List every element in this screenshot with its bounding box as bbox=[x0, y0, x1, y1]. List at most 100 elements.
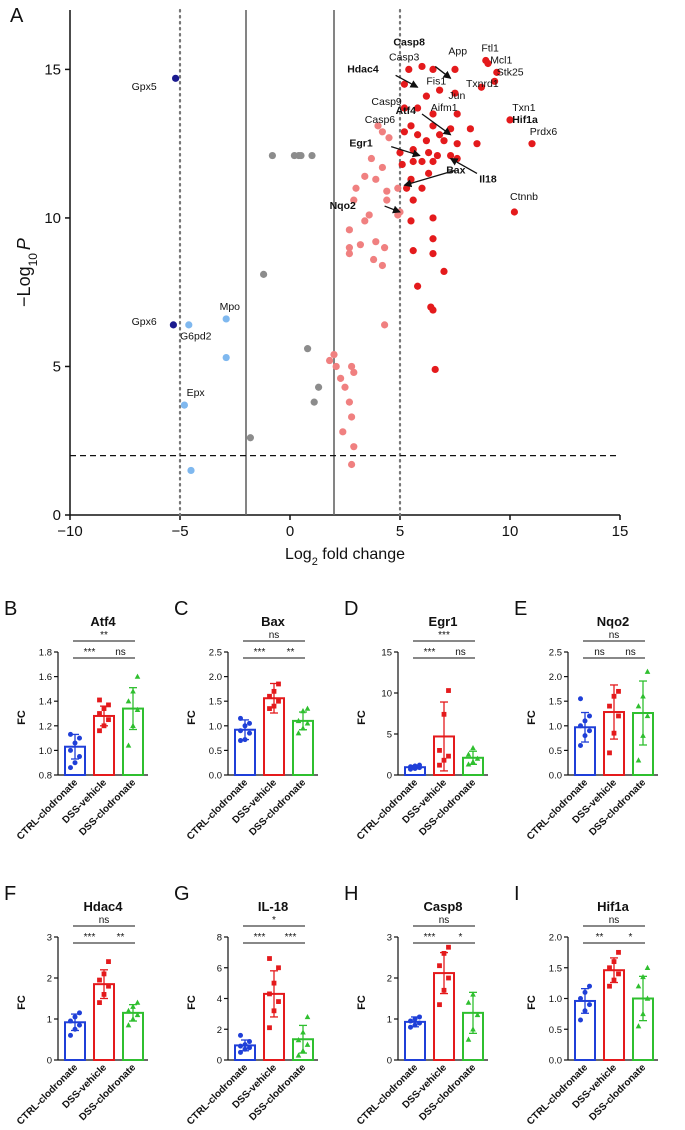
significance-label: ns bbox=[455, 647, 466, 658]
data-point-red bbox=[407, 122, 415, 130]
data-point bbox=[611, 693, 617, 699]
data-point-navy bbox=[172, 74, 180, 82]
data-point-red bbox=[510, 208, 518, 216]
data-point bbox=[238, 738, 243, 744]
data-point bbox=[616, 949, 621, 955]
data-point-pink bbox=[394, 211, 402, 219]
significance-label: ns bbox=[609, 915, 620, 926]
data-point bbox=[77, 1010, 82, 1016]
data-point bbox=[611, 730, 617, 736]
data-point-lightblue bbox=[180, 401, 188, 409]
data-point bbox=[97, 977, 102, 983]
data-point-pink bbox=[350, 368, 358, 377]
data-point bbox=[465, 1036, 472, 1042]
data-point-red bbox=[407, 217, 415, 225]
gene-label: Casp6 bbox=[365, 114, 396, 126]
data-point-pink bbox=[381, 321, 389, 329]
significance-label: *** bbox=[254, 647, 266, 658]
y-axis-title-subscript: 10 bbox=[26, 253, 40, 267]
data-point bbox=[130, 688, 136, 694]
data-point-grey bbox=[246, 434, 254, 442]
panel-letter: C bbox=[174, 598, 188, 620]
data-point bbox=[408, 764, 413, 770]
significance-label: ns bbox=[99, 915, 110, 926]
data-point-red bbox=[506, 116, 514, 124]
x-tick-label: −5 bbox=[171, 523, 188, 540]
data-point bbox=[437, 1002, 442, 1008]
data-point-red bbox=[477, 83, 485, 91]
data-point-pink bbox=[330, 350, 338, 359]
data-point bbox=[441, 987, 447, 993]
gene-label: Mpo bbox=[220, 301, 241, 313]
data-point bbox=[441, 711, 447, 717]
data-point bbox=[267, 693, 272, 699]
data-point bbox=[295, 730, 302, 736]
panel-title: Nqo2 bbox=[597, 614, 630, 629]
panel-letter: H bbox=[344, 883, 358, 905]
data-point bbox=[247, 730, 252, 736]
panel-letter: F bbox=[4, 883, 16, 905]
data-point-pink bbox=[381, 244, 389, 252]
y-axis-title: FC bbox=[356, 995, 368, 1010]
data-point bbox=[607, 750, 612, 756]
data-point-grey bbox=[310, 398, 318, 406]
data-point-pink bbox=[337, 374, 345, 382]
data-point bbox=[441, 757, 447, 763]
data-point-red bbox=[414, 131, 422, 139]
significance-label: * bbox=[629, 932, 633, 943]
data-point-pink bbox=[341, 383, 349, 391]
data-point-pink bbox=[332, 362, 340, 371]
data-point bbox=[238, 1043, 243, 1049]
data-point-pink bbox=[383, 187, 391, 195]
y-axis-title: FC bbox=[186, 995, 198, 1010]
y-axis-title: FC bbox=[186, 710, 198, 725]
data-point bbox=[130, 722, 136, 728]
bar-panel-f: FHdac4FC0123CTRL-clodronateDSS-vehicleDS… bbox=[4, 883, 148, 1127]
y-tick-label: 10 bbox=[44, 210, 61, 227]
data-point-red bbox=[453, 110, 461, 118]
data-point bbox=[446, 688, 451, 693]
x-axis-title-part: Log bbox=[285, 546, 312, 563]
gene-label: Il18 bbox=[479, 173, 497, 185]
y-tick-label: 0 bbox=[217, 1056, 222, 1067]
data-point-red bbox=[414, 282, 422, 290]
data-point bbox=[130, 1003, 136, 1009]
data-point-pink bbox=[372, 238, 380, 246]
panel-title: Egr1 bbox=[429, 614, 458, 629]
data-point bbox=[134, 1011, 141, 1018]
data-point bbox=[470, 758, 476, 765]
gene-label: Casp9 bbox=[371, 96, 402, 108]
data-point-pink bbox=[394, 184, 402, 192]
data-point bbox=[587, 713, 592, 719]
data-point-red bbox=[484, 59, 492, 68]
x-tick-label: −10 bbox=[57, 523, 82, 540]
gene-label: Aifm1 bbox=[431, 102, 458, 114]
data-point bbox=[242, 737, 248, 743]
data-point bbox=[578, 696, 583, 702]
data-point-red bbox=[431, 365, 439, 374]
gene-label: Stk25 bbox=[497, 66, 524, 78]
panel-letter-a: A bbox=[10, 5, 24, 27]
data-point bbox=[635, 757, 642, 763]
gene-label: Ftl1 bbox=[481, 43, 499, 55]
significance-label: *** bbox=[424, 932, 436, 943]
data-point bbox=[446, 944, 451, 950]
x-tick-label: 15 bbox=[612, 523, 629, 540]
bar-panel-g: GIL-18FC02468CTRL-clodronateDSS-vehicleD… bbox=[174, 883, 318, 1127]
data-point bbox=[446, 753, 451, 759]
gene-label: Txn1 bbox=[512, 102, 536, 114]
data-point bbox=[247, 720, 252, 726]
x-tick-label: 0 bbox=[286, 523, 294, 540]
gene-label: Atf4 bbox=[396, 105, 417, 117]
y-tick-label: 1 bbox=[387, 1015, 392, 1026]
data-point-red bbox=[405, 65, 413, 74]
data-point bbox=[271, 688, 277, 694]
y-tick-label: 3 bbox=[47, 933, 52, 944]
data-point bbox=[446, 975, 451, 981]
data-point bbox=[72, 760, 78, 766]
data-point-red bbox=[409, 157, 417, 166]
panel-title: Bax bbox=[261, 614, 286, 629]
data-point bbox=[77, 754, 82, 760]
bar-panel-c: CBaxFC0.00.51.01.52.02.5CTRL-clodronateD… bbox=[174, 598, 318, 842]
data-point-red bbox=[429, 306, 437, 314]
